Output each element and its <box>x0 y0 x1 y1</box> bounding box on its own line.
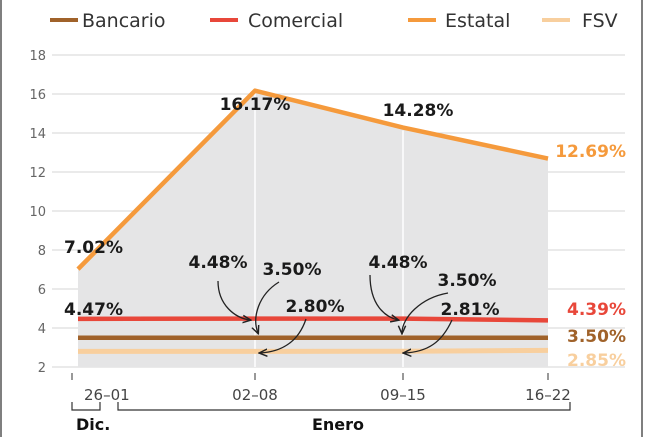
point-label-3: 4.47% <box>64 300 123 320</box>
callout-arrow-1 <box>256 281 280 333</box>
x-tick-label-1: 02–08 <box>232 386 278 404</box>
y-tick-label-18: 18 <box>29 49 46 64</box>
y-tick-label-4: 4 <box>38 322 46 337</box>
legend-label-estatal: Estatal <box>445 10 510 32</box>
point-label-2: 14.28% <box>383 101 454 121</box>
y-tick-label-16: 16 <box>29 88 46 103</box>
estatal-shaded-area <box>78 90 548 367</box>
y-tick-label-2: 2 <box>38 361 46 376</box>
series-line-estatal <box>76 88 549 271</box>
x-tick-label-3: 16–22 <box>525 386 571 404</box>
x-tick-label-0: 26–01 <box>84 386 130 404</box>
period-bracket-enero <box>117 402 571 411</box>
point-label-1: 16.17% <box>220 95 291 115</box>
y-tick-label-14: 14 <box>29 127 46 142</box>
end-label-0: 12.69% <box>555 142 626 162</box>
callout-arrow-4 <box>402 292 449 333</box>
end-label-3: 2.85% <box>567 351 626 371</box>
point-label-8: 3.50% <box>438 271 497 291</box>
point-label-9: 2.81% <box>441 300 500 320</box>
legend-label-bancario: Bancario <box>82 10 166 32</box>
legend-label-comercial: Comercial <box>248 10 343 32</box>
point-label-6: 2.80% <box>286 297 345 317</box>
period-label-enero: Enero <box>312 415 364 434</box>
legend-label-fsv: FSV <box>582 10 618 32</box>
callout-arrow-3 <box>369 274 398 320</box>
callout-arrow-5 <box>404 319 453 353</box>
end-label-1: 4.39% <box>567 300 626 320</box>
y-tick-label-6: 6 <box>38 283 46 298</box>
end-label-2: 3.50% <box>567 327 626 347</box>
callout-arrow-2 <box>260 318 307 353</box>
point-label-5: 3.50% <box>263 260 322 280</box>
point-label-0: 7.02% <box>64 238 123 258</box>
y-tick-label-10: 10 <box>29 205 46 220</box>
series-line-comercial <box>77 316 549 323</box>
period-bracket-dic <box>71 402 101 411</box>
period-label-dic: Dic. <box>76 415 110 434</box>
y-tick-label-12: 12 <box>29 166 46 181</box>
point-label-4: 4.48% <box>189 253 248 273</box>
y-tick-label-8: 8 <box>38 244 46 259</box>
callout-arrow-0 <box>217 280 250 320</box>
series-line-fsv <box>78 347 549 354</box>
point-label-7: 4.48% <box>369 253 428 273</box>
x-tick-label-2: 09–15 <box>380 386 426 404</box>
